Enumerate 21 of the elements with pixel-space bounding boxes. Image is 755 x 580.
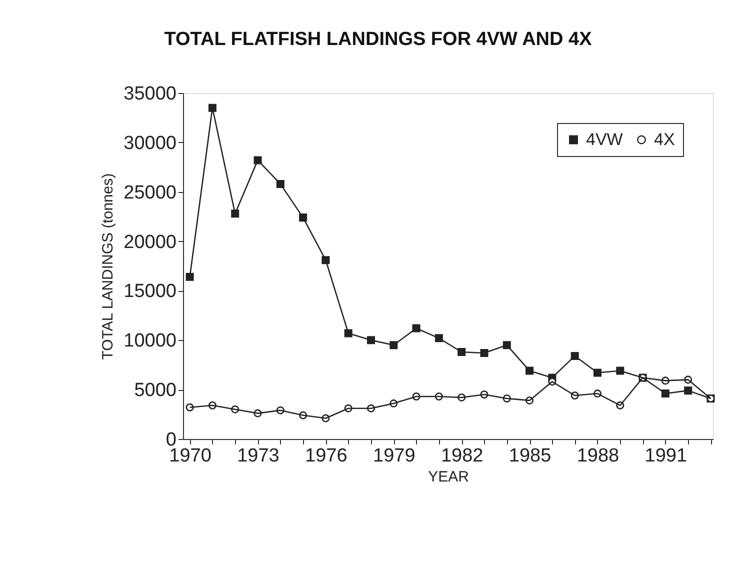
x-tick-label: 1976 [305,446,348,466]
y-axis-title: TOTAL LANDINGS (tonnes) [100,173,117,360]
y-tick-label: 30000 [124,132,176,154]
y-tick-label: 10000 [124,330,176,352]
y-tick-label: 25000 [124,182,176,204]
y-tick-label: 15000 [124,281,176,302]
x-tick-label: 1991 [644,446,688,466]
legend-label: 4X [654,130,675,149]
y-tick-label: 35000 [124,84,176,104]
x-tick-label: 1985 [508,446,552,466]
y-tick-label: 20000 [124,232,176,253]
x-tick-label: 1970 [169,446,212,466]
x-tick-label: 1979 [373,446,416,466]
x-axis-title: YEAR [428,468,470,486]
point [186,272,194,281]
chart-title: TOTAL FLATFISH LANDINGS FOR 4VW AND 4X [164,29,592,50]
x-tick-label: 1982 [440,446,484,466]
x-tick-label: 1988 [576,446,620,466]
y-tick-label: 5000 [134,380,176,402]
legend-label: 4VW [586,130,623,149]
x-tick-label: 1973 [237,446,280,466]
